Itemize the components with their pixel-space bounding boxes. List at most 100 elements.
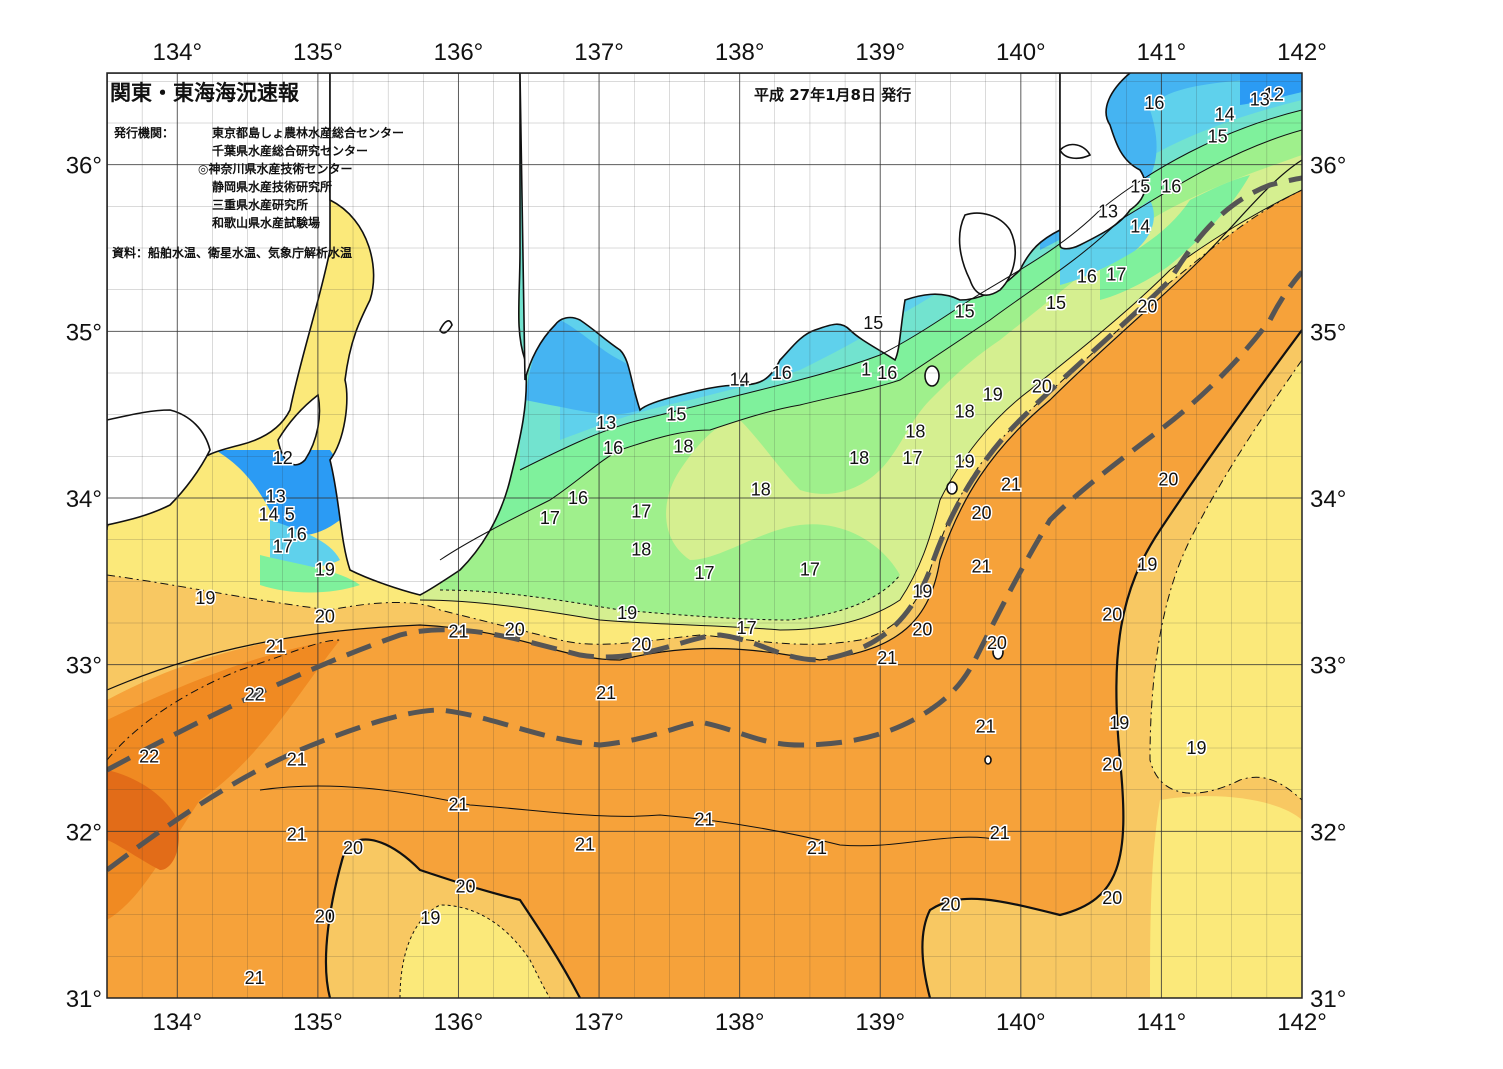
isotherm-label: 5 (285, 505, 295, 525)
lon-tick-bottom: 139° (855, 1009, 905, 1036)
isotherm-label: 19 (420, 908, 440, 928)
land-shikoku (107, 409, 211, 526)
lat-tick-right: 31° (1310, 986, 1346, 1013)
lat-tick-right: 35° (1310, 319, 1346, 346)
isotherm-label: 1 (861, 360, 871, 380)
isotherm-label: 17 (737, 618, 757, 638)
lat-tick-right: 36° (1310, 153, 1346, 180)
isotherm-label: 18 (751, 480, 771, 500)
isotherm-label: 17 (631, 501, 651, 521)
isotherm-label: 14 (730, 370, 750, 390)
isotherm-label: 15 (1208, 126, 1228, 146)
isotherm-label: 20 (1032, 376, 1052, 396)
lat-tick-left: 32° (66, 819, 102, 846)
isotherm-16 (439, 129, 1302, 561)
lat-tick-left: 33° (66, 653, 102, 680)
lon-tick-top: 142° (1277, 39, 1327, 66)
isotherm-label: 21 (971, 556, 991, 576)
axis-tick-labels: 134°134°135°135°136°136°137°137°138°138°… (66, 39, 1347, 1036)
isotherm-label: 20 (912, 620, 932, 640)
agency-2: 千葉県水産総合研究センター (212, 143, 368, 158)
isotherm-label: 17 (540, 508, 560, 528)
lat-tick-left: 35° (66, 319, 102, 346)
lon-tick-top: 136° (434, 39, 484, 66)
isotherm-label: 15 (666, 405, 686, 425)
zone-14-chiba (1060, 200, 1154, 285)
isotherm-label: 14 (1215, 105, 1235, 125)
isotherm-label: 18 (673, 436, 693, 456)
isotherm-label: 21 (596, 683, 616, 703)
isotherm-label: 20 (631, 635, 651, 655)
lon-tick-bottom: 137° (574, 1009, 624, 1036)
land-chubu (519, 73, 1061, 412)
isotherm-label: 12 (1264, 85, 1284, 105)
isotherm-label: 20 (971, 503, 991, 523)
zone-13-ise (525, 320, 644, 415)
lat-tick-left: 36° (66, 153, 102, 180)
lon-tick-top: 137° (574, 39, 624, 66)
isotherm-label: 16 (877, 363, 897, 383)
isotherm-label: 19 (617, 603, 637, 623)
isotherm-17 (439, 574, 901, 621)
isotherm-label: 18 (955, 401, 975, 421)
isotherm-label: 16 (1161, 176, 1181, 196)
lat-tick-right: 32° (1310, 819, 1346, 846)
isotherm-19-east (1149, 359, 1302, 801)
lon-tick-bottom: 135° (293, 1009, 343, 1036)
lon-tick-bottom: 134° (152, 1009, 202, 1036)
zone-19-east2 (1150, 796, 1302, 998)
kuroshio-fronts (107, 175, 1302, 872)
lat-tick-left: 34° (66, 486, 102, 513)
isotherm-label: 15 (955, 301, 975, 321)
isotherm-label: 16 (772, 363, 792, 383)
isotherm-label: 20 (343, 838, 363, 858)
isotherm-label: 19 (912, 581, 932, 601)
isotherm-label: 17 (800, 560, 820, 580)
isotherm-label: 16 (1077, 266, 1097, 286)
isotherm-19-sw (399, 904, 551, 998)
isotherm-label: 19 (195, 588, 215, 608)
issue-date: 平成 27年1月8日 発行 (754, 86, 911, 104)
isotherm-label: 18 (631, 540, 651, 560)
isotherm-label: 21 (448, 621, 468, 641)
isotherm-label: 20 (315, 606, 335, 626)
isotherm-20-east (921, 329, 1302, 998)
isotherm-label: 22 (245, 685, 265, 705)
zone-23 (107, 770, 180, 870)
isotherm-label: 19 (315, 560, 335, 580)
agency-4: 静岡県水産技術研究所 (212, 179, 332, 194)
agencies-label: 発行機関： (113, 125, 174, 140)
land-miyake (992, 644, 1004, 660)
land-islet-kii (439, 320, 453, 334)
isotherm-label: 21 (694, 810, 714, 830)
isotherm-label: 15 (1130, 176, 1150, 196)
zone-12 (1240, 73, 1302, 105)
isotherm-21 (107, 159, 1302, 691)
isotherm-label: 16 (568, 488, 588, 508)
front-kuroshio-north (107, 175, 1302, 773)
isotherm-label: 18 (849, 448, 869, 468)
isotherm-label: 20 (1137, 296, 1157, 316)
isotherm-label: 13 (1098, 201, 1118, 221)
map-frame (106, 72, 1303, 999)
lon-tick-bottom: 142° (1277, 1009, 1327, 1036)
lon-tick-top: 138° (715, 39, 765, 66)
isotherm-label: 19 (1109, 713, 1129, 733)
isotherm-label: 13 (596, 413, 616, 433)
isotherm-label: 17 (694, 563, 714, 583)
isotherm-label: 20 (455, 876, 475, 896)
isotherm-label: 16 (603, 438, 623, 458)
isotherm-label: 17 (1106, 265, 1126, 285)
isotherm-label: 21 (266, 636, 286, 656)
lat-tick-right: 33° (1310, 653, 1346, 680)
agency-1: 東京都島しょ農林水産総合センター (212, 125, 404, 140)
isotherm-label: 20 (1102, 755, 1122, 775)
zone-14-kii (270, 520, 340, 568)
source-note: 資料：船舶水温、衛星水温、気象庁解析水温 (112, 245, 352, 260)
map-title: 関東・東海海況速報 (110, 81, 300, 105)
isotherm-label: 20 (315, 906, 335, 926)
isotherm-label: 21 (1001, 475, 1021, 495)
isotherm-label: 19 (955, 451, 975, 471)
